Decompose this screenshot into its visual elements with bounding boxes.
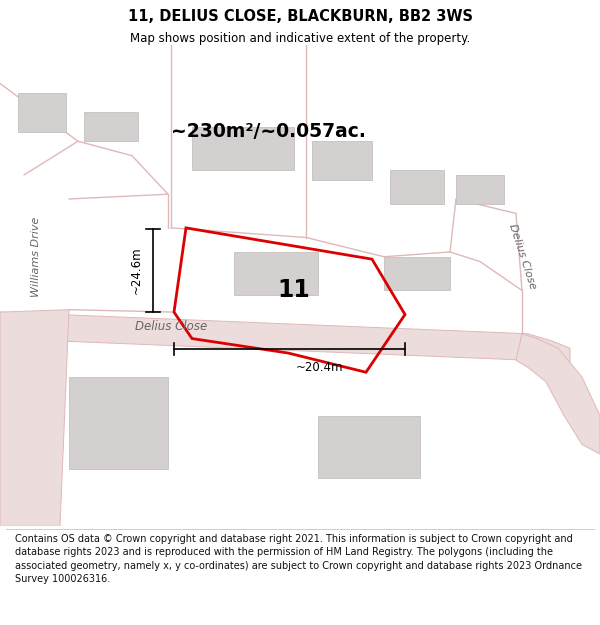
Polygon shape	[516, 334, 600, 454]
Text: Delius Close: Delius Close	[135, 320, 207, 333]
Polygon shape	[312, 141, 372, 180]
Polygon shape	[18, 93, 66, 132]
Text: 11: 11	[278, 279, 310, 302]
Text: Delius Close: Delius Close	[506, 222, 538, 291]
Polygon shape	[69, 377, 168, 469]
Polygon shape	[192, 127, 294, 170]
Text: Map shows position and indicative extent of the property.: Map shows position and indicative extent…	[130, 32, 470, 46]
Polygon shape	[384, 257, 450, 291]
Text: Williams Drive: Williams Drive	[31, 216, 41, 297]
Polygon shape	[390, 170, 444, 204]
Polygon shape	[456, 175, 504, 204]
Polygon shape	[0, 312, 570, 374]
Text: ~20.4m: ~20.4m	[296, 361, 343, 374]
Text: Contains OS data © Crown copyright and database right 2021. This information is : Contains OS data © Crown copyright and d…	[15, 534, 582, 584]
Polygon shape	[318, 416, 420, 478]
Polygon shape	[84, 112, 138, 141]
Text: ~24.6m: ~24.6m	[130, 247, 143, 294]
Polygon shape	[234, 252, 318, 295]
Text: ~230m²/~0.057ac.: ~230m²/~0.057ac.	[171, 122, 366, 141]
Polygon shape	[0, 309, 69, 526]
Text: 11, DELIUS CLOSE, BLACKBURN, BB2 3WS: 11, DELIUS CLOSE, BLACKBURN, BB2 3WS	[128, 9, 473, 24]
